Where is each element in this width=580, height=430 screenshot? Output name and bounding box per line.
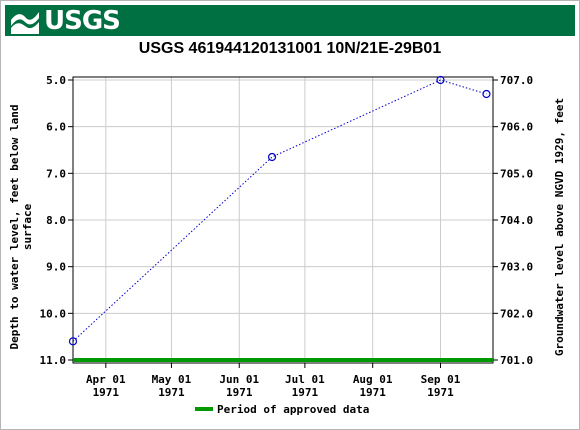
y-right-tick-label: 703.0 (500, 261, 533, 274)
x-tick-label-year: 1971 (292, 386, 319, 399)
y-right-tick-label: 702.0 (500, 307, 533, 320)
y-right-tick-label: 707.0 (500, 74, 533, 87)
series-group (68, 75, 491, 346)
data-point (482, 89, 491, 99)
series-line (72, 79, 487, 342)
x-tick-label-month: Jul 01 (285, 373, 325, 386)
y-left-tick-label: 7.0 (46, 167, 66, 180)
y-left-tick-label: 11.0 (40, 354, 67, 367)
y-right-tick-label: 705.0 (500, 167, 533, 180)
x-tick-label-month: Sep 01 (421, 373, 461, 386)
x-tick-label-month: Aug 01 (353, 373, 393, 386)
y-right-tick-label: 704.0 (500, 214, 533, 227)
y-left-tick-label: 6.0 (46, 121, 66, 134)
y-left-tick-label: 8.0 (46, 214, 66, 227)
x-tick-label-month: May 01 (152, 373, 192, 386)
usgs-logo[interactable]: USGS (10, 5, 121, 36)
x-tick-label-month: Apr 01 (86, 373, 126, 386)
data-point (68, 337, 78, 346)
x-tick-label-year: 1971 (226, 386, 253, 399)
legend: Period of approved data (195, 403, 369, 416)
x-tick-label-year: 1971 (427, 386, 454, 399)
data-point (267, 152, 277, 162)
x-tick-label-month: Jun 01 (219, 373, 259, 386)
x-tick-label-year: 1971 (158, 386, 185, 399)
usgs-wordmark: USGS (44, 5, 121, 36)
y-left-tick-label: 5.0 (46, 74, 66, 87)
y-left-tick-label: 9.0 (46, 261, 66, 274)
usgs-wave-icon (11, 12, 39, 34)
legend-label: Period of approved data (217, 403, 369, 416)
y-left-tick-label: 10.0 (40, 307, 67, 320)
y-right-tick-label: 706.0 (500, 121, 533, 134)
x-tick-label-year: 1971 (93, 386, 120, 399)
x-tick-label-year: 1971 (359, 386, 386, 399)
usgs-banner: USGS (5, 5, 575, 36)
chart-title: USGS 461944120131001 10N/21E-29B01 (138, 40, 442, 57)
y-right-tick-label: 701.0 (500, 354, 533, 367)
y-axis-left-label-line2: surface (21, 203, 34, 250)
axis-ticks: 5.0 707.0 6.0 706.0 7.0 705.0 8.0 704.0 9.0 703.0… (40, 74, 534, 399)
grid-lines (73, 77, 493, 363)
y-axis-left-label-line1: Depth to water level, feet below land (8, 104, 21, 349)
y-axis-right-label: Groundwater level above NGVD 1929, feet (553, 98, 566, 356)
data-point (436, 75, 445, 85)
